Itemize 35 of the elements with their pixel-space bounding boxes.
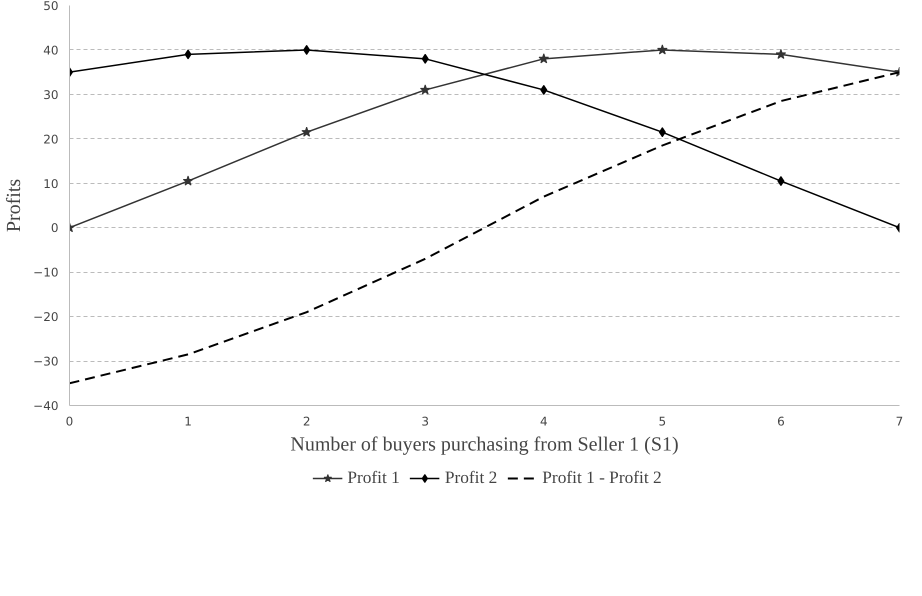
- point: [776, 48, 786, 59]
- x-tick-label: 6: [777, 414, 785, 428]
- point: [184, 49, 192, 60]
- point: [303, 44, 310, 55]
- x-tick-label: 7: [896, 414, 904, 428]
- point: [301, 126, 312, 137]
- y-tick-label: 0: [50, 221, 59, 236]
- point: [538, 53, 550, 64]
- x-tick-label: 3: [421, 414, 430, 428]
- x-tick-label: 5: [658, 414, 666, 428]
- point: [182, 176, 194, 186]
- x-axis-title: Number of buyers purchasing from Seller 1 (S1): [290, 434, 679, 456]
- x-tick-label: 2: [302, 414, 310, 428]
- y-tick-label: −40: [33, 399, 59, 413]
- x-tick-label: 4: [540, 414, 548, 428]
- point: [540, 84, 548, 95]
- y-tick-label: −30: [33, 354, 59, 369]
- y-axis-title: Profits: [3, 178, 26, 232]
- point: [777, 176, 784, 186]
- y-tick-label: 30: [43, 88, 59, 102]
- point: [422, 54, 429, 64]
- legend-label: Profit 2: [444, 468, 498, 488]
- y-tick-label: 10: [43, 176, 59, 191]
- point: [658, 127, 666, 138]
- x-tick-label: 0: [66, 414, 74, 428]
- y-tick-label: 20: [43, 132, 59, 146]
- legend-label: Profit 1 - Profit 2: [542, 468, 662, 488]
- y-tick-label: 50: [43, 0, 59, 13]
- x-tick-label: 1: [184, 414, 192, 428]
- y-tick-label: −20: [33, 310, 59, 324]
- legend-label: Profit 1: [347, 468, 400, 488]
- point: [657, 44, 668, 54]
- point: [420, 84, 430, 94]
- y-tick-label: −10: [33, 266, 59, 280]
- y-tick-label: 40: [43, 43, 59, 58]
